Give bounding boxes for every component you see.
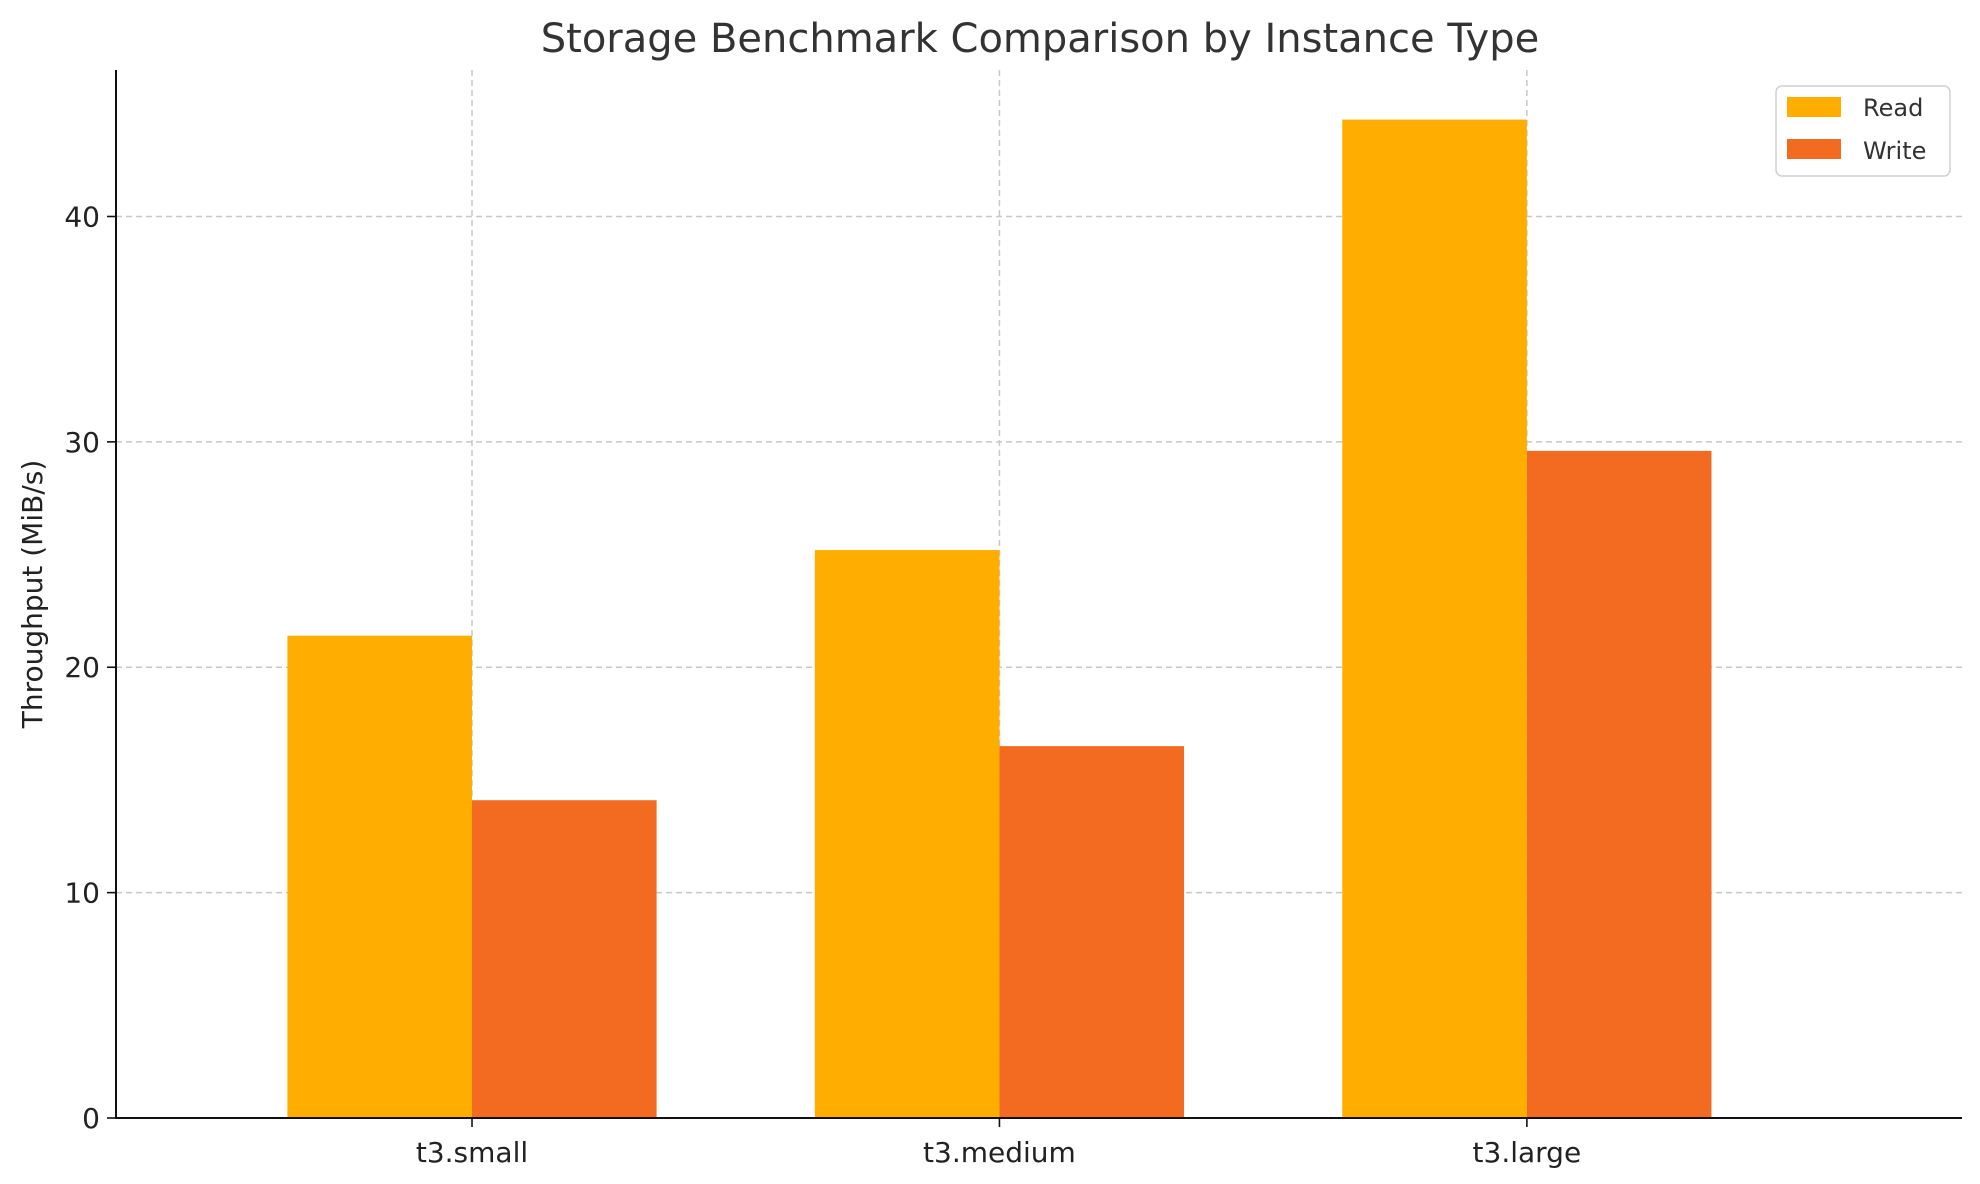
chart-title: Storage Benchmark Comparison by Instance… <box>541 16 1539 62</box>
y-axis-label: Throughput (MiB/s) <box>16 460 49 730</box>
legend: Read Write <box>1775 85 1951 177</box>
y-tick-label: 40 <box>64 200 100 233</box>
legend-swatch-read <box>1787 97 1841 117</box>
bar-write-t3-medium <box>999 746 1185 1118</box>
x-tick-label: t3.large <box>1473 1136 1582 1169</box>
y-tick-label: 30 <box>64 426 100 459</box>
bar-write-t3-large <box>1526 450 1712 1119</box>
legend-swatch-write <box>1787 139 1841 159</box>
tick-labels: 0 10 20 30 40 t3.small t3.medium t3.large <box>64 200 1581 1169</box>
legend-label-write: Write <box>1863 137 1926 165</box>
bar-read-t3-small <box>287 635 473 1118</box>
y-tick-label: 0 <box>82 1102 100 1135</box>
x-tick-label: t3.small <box>416 1136 528 1169</box>
legend-label-read: Read <box>1863 94 1923 122</box>
x-tick-label: t3.medium <box>923 1136 1076 1169</box>
bar-read-t3-large <box>1342 119 1527 1119</box>
y-tick-label: 10 <box>64 877 100 910</box>
y-tick-label: 20 <box>64 651 100 684</box>
axes <box>107 70 1962 1127</box>
bar-read-t3-medium <box>814 550 1000 1118</box>
bars <box>287 119 1712 1119</box>
bar-write-t3-small <box>472 800 657 1118</box>
